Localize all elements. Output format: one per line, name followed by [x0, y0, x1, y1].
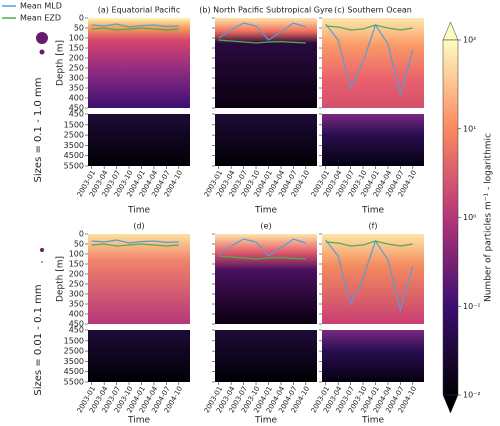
colorbar-tick-label: 10² [463, 36, 476, 45]
heatmap-upper [88, 18, 190, 108]
colorbar-tick-label: 10⁻² [463, 391, 481, 400]
y-tick-label: 50 [74, 240, 84, 249]
colorbar-tick-label: 10⁰ [463, 213, 476, 222]
y-tick-label: 250 [69, 280, 84, 289]
panel-title: (a) Equatorial Pacific [98, 6, 180, 15]
x-axis-label: Time [361, 416, 384, 426]
y-tick-label: 5500 [64, 162, 84, 171]
heatmap-upper [88, 234, 190, 324]
y-tick-label: 400 [69, 310, 84, 319]
y-tick-label: 200 [69, 270, 84, 279]
y-tick-label: 100 [69, 34, 84, 43]
y-tick-label: 2500 [64, 131, 84, 140]
y-tick-label: 450 [69, 104, 84, 113]
panel-title: (e) [260, 222, 271, 231]
y-tick-label: 150 [69, 44, 84, 53]
line-mld [325, 239, 414, 313]
legend-label: Mean EZD [20, 14, 61, 23]
y-tick-label: 400 [69, 94, 84, 103]
heatmap-lower [322, 330, 424, 382]
size-marker [39, 49, 45, 55]
panel-title: (f) [368, 222, 377, 231]
y-tick-label: 1500 [64, 336, 84, 345]
line-ezd [218, 39, 306, 44]
heatmap-lower [322, 114, 424, 166]
y-tick-label: 300 [69, 74, 84, 83]
y-tick-label: 50 [74, 24, 84, 33]
y-tick-label: 450 [69, 110, 84, 119]
y-tick-label: 5500 [64, 378, 84, 387]
colorbar-tick-label: 10¹ [463, 124, 476, 133]
line-mld [91, 239, 179, 244]
size-marker [41, 261, 43, 263]
y-tick-label: 4500 [64, 367, 84, 376]
line-ezd [325, 240, 413, 247]
colorbar-label: Number of particles m⁻¹ - logarithmic [484, 133, 494, 302]
y-tick-label: 350 [69, 300, 84, 309]
y-axis-label: Depth [m] [56, 40, 66, 86]
panel-title: (d) [133, 222, 144, 231]
y-tick-label: 100 [69, 250, 84, 259]
heatmap-upper [215, 234, 317, 324]
y-tick-label: 4500 [64, 151, 84, 160]
heatmap-lower [88, 330, 190, 382]
colorbar-extend-top [442, 21, 459, 41]
row-label: Sizes = 0.01 - 0.1 mm [33, 284, 44, 395]
colorbar [442, 39, 459, 396]
row-label: Sizes = 0.1 - 1.0 mm [33, 78, 44, 183]
y-tick-label: 2500 [64, 347, 84, 356]
legend-label: Mean MLD [20, 2, 62, 11]
y-tick-label: 450 [69, 326, 84, 335]
heatmap-lower [215, 114, 317, 166]
y-tick-label: 350 [69, 84, 84, 93]
y-axis-label: Depth [m] [56, 256, 66, 302]
panel-title: (b) North Pacific Subtropical Gyre [199, 6, 333, 15]
size-marker [40, 248, 44, 252]
y-tick-label: 0 [79, 230, 84, 239]
y-tick-label: 250 [69, 64, 84, 73]
y-tick-label: 0 [79, 14, 84, 23]
y-tick-label: 150 [69, 260, 84, 269]
line-ezd [91, 27, 179, 31]
line-mld [218, 22, 306, 41]
colorbar-tick-label: 10⁻¹ [463, 302, 481, 311]
heatmap-upper [215, 18, 317, 108]
line-ezd [218, 255, 306, 260]
line-mld [91, 23, 179, 28]
colorbar-extend-bottom [442, 394, 459, 414]
x-axis-label: Time [254, 206, 277, 216]
panel-title: (c) Southern Ocean [334, 6, 412, 15]
y-tick-label: 1500 [64, 120, 84, 129]
x-axis-label: Time [127, 206, 150, 216]
line-ezd [325, 24, 413, 31]
y-tick-label: 300 [69, 290, 84, 299]
y-tick-label: 3500 [64, 357, 84, 366]
y-tick-label: 450 [69, 320, 84, 329]
x-axis-label: Time [254, 416, 277, 426]
line-ezd [91, 243, 179, 247]
x-axis-label: Time [361, 206, 384, 216]
y-tick-label: 200 [69, 54, 84, 63]
line-mld [218, 238, 306, 257]
heatmap-lower [88, 114, 190, 166]
heatmap-lower [215, 330, 317, 382]
x-axis-label: Time [127, 416, 150, 426]
size-marker [36, 32, 48, 44]
line-mld [325, 23, 414, 97]
y-tick-label: 3500 [64, 141, 84, 150]
